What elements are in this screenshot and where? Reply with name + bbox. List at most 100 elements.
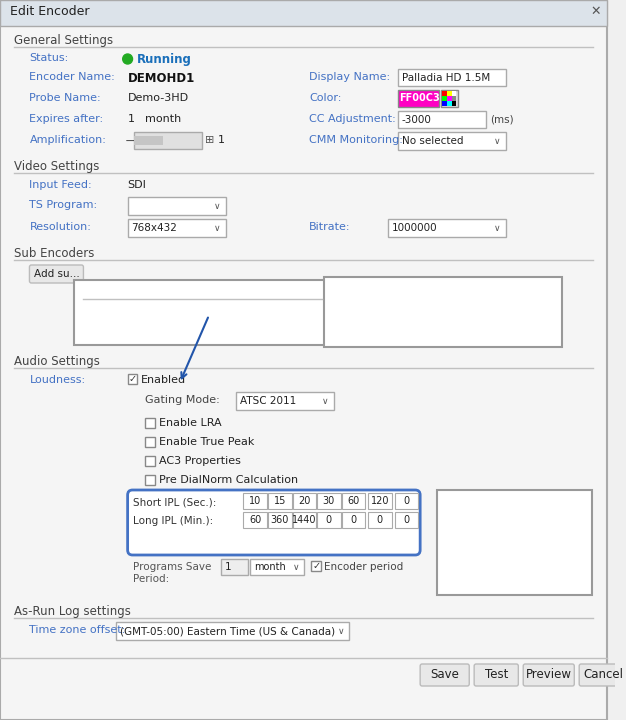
Circle shape [123, 54, 133, 64]
Bar [442, 101, 447, 106]
Text: Input Feed:: Input Feed: [29, 180, 92, 190]
Text: Video Settings: Video Settings [14, 160, 99, 173]
Text: Time zone offset:: Time zone offset: [29, 625, 126, 635]
Text: Running: Running [136, 53, 192, 66]
Text: Default: Default [447, 522, 510, 537]
Text: Loudness:: Loudness: [90, 305, 150, 318]
Text: ∨: ∨ [494, 137, 500, 145]
Text: 0: 0 [377, 515, 383, 525]
Text: Check Enabled to turn on: Check Enabled to turn on [332, 286, 521, 299]
Bar [133, 132, 202, 149]
Bar [447, 91, 451, 96]
Bar [145, 456, 155, 466]
Text: Audio Settings: Audio Settings [88, 286, 179, 299]
Text: (GMT-05:00) Eastern Time (US & Canada): (GMT-05:00) Eastern Time (US & Canada) [120, 626, 335, 636]
Text: ∨: ∨ [494, 223, 500, 233]
Text: Add su...: Add su... [34, 269, 80, 279]
Bar [244, 512, 267, 528]
Text: Resolution:: Resolution: [29, 222, 91, 232]
Text: Audio Settings: Audio Settings [14, 355, 100, 368]
Bar [292, 512, 316, 528]
Text: ✓: ✓ [128, 374, 136, 384]
Bar [221, 559, 249, 575]
Bar [442, 96, 447, 101]
Text: Long IPL (Min.):: Long IPL (Min.): [133, 516, 213, 526]
Bar [442, 91, 447, 96]
Text: Short IPL (Sec.):: Short IPL (Sec.): [133, 497, 216, 507]
Text: 0: 0 [326, 515, 332, 525]
Bar [128, 219, 226, 237]
Bar [116, 622, 349, 640]
Bar [128, 374, 138, 384]
Text: 1: 1 [225, 562, 232, 572]
Bar [398, 69, 506, 86]
Bar [451, 91, 456, 96]
Bar [145, 418, 155, 428]
Text: Enabled: Enabled [141, 375, 187, 385]
Bar [368, 512, 392, 528]
Text: 0: 0 [351, 515, 356, 525]
Text: 20: 20 [298, 496, 310, 506]
Text: Amplification:: Amplification: [29, 135, 106, 145]
Bar [451, 96, 456, 101]
Bar [268, 512, 292, 528]
Text: −: − [125, 135, 135, 148]
Text: 10: 10 [249, 496, 262, 506]
Text: 15: 15 [274, 496, 286, 506]
FancyBboxPatch shape [29, 265, 83, 283]
Text: General Settings: General Settings [14, 34, 113, 47]
Text: Color:: Color: [309, 93, 342, 103]
FancyBboxPatch shape [523, 664, 574, 686]
Bar [317, 512, 341, 528]
Text: ✕: ✕ [590, 5, 601, 18]
Bar [268, 493, 292, 509]
Text: Edit Encoder: Edit Encoder [10, 5, 90, 18]
Bar [342, 493, 365, 509]
Bar [451, 101, 456, 106]
FancyBboxPatch shape [128, 490, 420, 555]
Bar [398, 90, 439, 107]
Text: ATSC 2011: ATSC 2011 [240, 396, 295, 406]
Text: 120: 120 [371, 496, 389, 506]
Bar [387, 219, 506, 237]
Text: Programs Save: Programs Save [133, 562, 211, 572]
Bar [368, 493, 392, 509]
Bar [394, 512, 418, 528]
Bar [133, 136, 163, 145]
Text: ∨: ∨ [214, 202, 220, 210]
FancyBboxPatch shape [474, 664, 518, 686]
Text: Enabled: Enabled [237, 305, 283, 315]
Text: Enable LRA: Enable LRA [159, 418, 222, 428]
Text: Preview: Preview [526, 668, 572, 682]
Text: Gating Mode:: Gating Mode: [145, 395, 220, 405]
Bar [398, 111, 486, 128]
Text: CMM Monitoring:: CMM Monitoring: [309, 135, 403, 145]
Text: Pre DialNorm Calculation: Pre DialNorm Calculation [159, 475, 298, 485]
Text: -3000: -3000 [401, 114, 431, 125]
Text: Demo-3HD: Demo-3HD [128, 93, 189, 103]
Text: 1000000: 1000000 [392, 223, 438, 233]
Text: Values: Values [447, 546, 503, 561]
FancyBboxPatch shape [579, 664, 626, 686]
Text: Palladia HD 1.5M: Palladia HD 1.5M [401, 73, 490, 83]
Bar [250, 559, 304, 575]
Bar [447, 101, 451, 106]
Text: 1: 1 [128, 114, 135, 124]
Text: Encoder period: Encoder period [324, 562, 403, 572]
Text: Predefined: Predefined [447, 500, 540, 515]
Text: 30: 30 [323, 496, 335, 506]
Text: ✓: ✓ [312, 561, 320, 571]
Text: DEMOHD1: DEMOHD1 [128, 72, 195, 85]
Text: ∨: ∨ [292, 562, 299, 572]
Bar [317, 493, 341, 509]
Bar [398, 132, 506, 150]
Bar [224, 305, 233, 315]
Bar [145, 475, 155, 485]
Text: Sub Encoders: Sub Encoders [14, 247, 94, 260]
Bar [128, 197, 226, 215]
Bar [0, 0, 607, 26]
Text: As-Run Log settings: As-Run Log settings [14, 605, 131, 618]
Bar [342, 512, 365, 528]
Text: month: month [145, 114, 182, 124]
Bar [394, 493, 418, 509]
